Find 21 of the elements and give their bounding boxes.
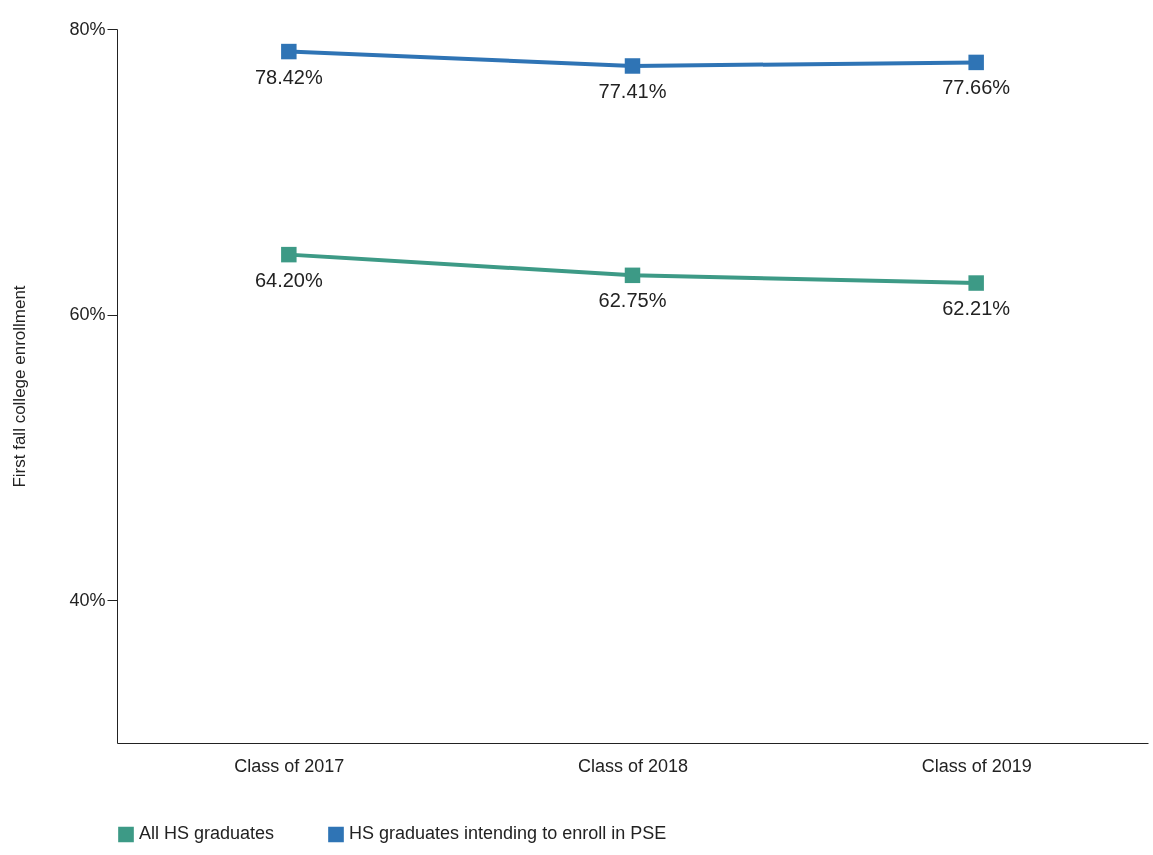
data-label: 62.21% [942, 297, 1011, 320]
data-label: 77.41% [598, 79, 667, 102]
y-tick-label: 40% [69, 589, 106, 610]
legend-label: All HS graduates [139, 823, 275, 844]
data-label: 78.42% [254, 65, 323, 88]
point [281, 43, 297, 60]
x-tick-label: Class of 2018 [577, 755, 689, 776]
data-label: 62.75% [598, 289, 667, 312]
point [968, 54, 984, 71]
x-tick-label: Class of 2019 [921, 755, 1032, 776]
y-tick-label: 80% [69, 18, 106, 39]
point [281, 246, 297, 263]
point [968, 275, 984, 291]
point [624, 58, 641, 74]
y-axis-title: First fall college enrollment [10, 285, 30, 488]
data-label: 64.20% [254, 268, 323, 291]
legend-label: HS graduates intending to enroll in PSE [349, 823, 667, 844]
point [624, 267, 641, 284]
y-tick-label: 60% [69, 304, 106, 325]
data-label: 77.66% [942, 76, 1011, 99]
x-tick-label: Class of 2017 [234, 755, 345, 776]
